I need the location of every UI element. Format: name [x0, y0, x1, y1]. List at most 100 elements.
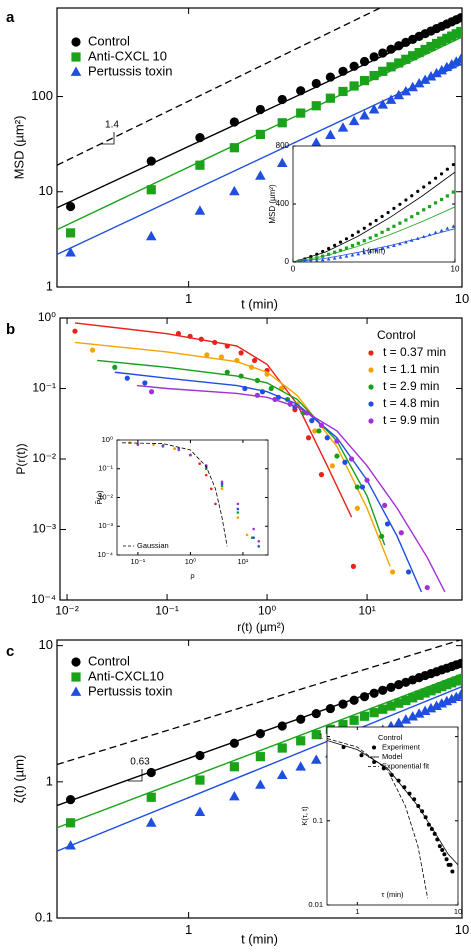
marker-triangle: [419, 74, 431, 84]
marker-circle: [72, 328, 78, 334]
marker-circle: [255, 104, 265, 115]
marker-square: [65, 818, 76, 828]
marker-circle: [65, 201, 76, 212]
marker-circle: [220, 482, 224, 486]
marker-square: [311, 101, 321, 111]
marker-circle: [220, 484, 224, 488]
marker-circle: [218, 354, 225, 360]
marker-circle: [327, 246, 331, 251]
marker-square: [229, 143, 239, 153]
slope-label: 0.63: [130, 757, 150, 768]
marker-circle: [379, 533, 385, 539]
marker-square: [426, 686, 436, 696]
marker-circle: [242, 385, 248, 392]
marker-square: [386, 701, 396, 711]
marker-triangle: [407, 711, 418, 721]
marker-circle: [318, 472, 325, 478]
marker-circle: [433, 176, 438, 180]
marker-circle: [364, 477, 370, 483]
x-tick-label: 1: [185, 922, 192, 937]
marker-circle: [252, 536, 255, 539]
marker-circle: [325, 703, 335, 714]
y-tick-label: 10⁻³: [98, 521, 113, 530]
legend-label: Control: [88, 653, 130, 668]
marker-triangle: [310, 754, 322, 764]
y-axis-label: K(τ, t): [300, 806, 309, 826]
marker-circle: [359, 484, 366, 490]
legend-marker: [70, 686, 82, 696]
marker-circle: [268, 385, 274, 392]
marker-triangle: [297, 259, 301, 262]
marker-square: [325, 93, 335, 103]
marker-triangle: [441, 61, 453, 72]
marker-circle: [338, 699, 348, 709]
marker-triangle: [377, 99, 389, 109]
marker-triangle: [309, 259, 313, 262]
marker-circle: [309, 255, 313, 259]
marker-circle: [398, 530, 404, 536]
marker-triangle: [368, 249, 373, 253]
marker-circle: [445, 167, 449, 171]
marker-square: [378, 704, 388, 714]
marker-circle: [440, 847, 445, 852]
y-tick-label: 0: [285, 257, 290, 266]
marker-square: [350, 244, 355, 248]
y-tick-label: 10⁻³: [32, 522, 56, 536]
marker-square: [431, 684, 442, 694]
marker-circle: [112, 364, 118, 370]
marker-square: [255, 752, 265, 762]
marker-circle: [254, 392, 260, 398]
marker-circle: [251, 357, 258, 364]
x-tick-label: 10⁰: [258, 604, 276, 618]
marker-circle: [255, 728, 265, 739]
marker-triangle: [350, 253, 355, 257]
marker-circle: [212, 339, 218, 346]
marker-triangle: [337, 122, 349, 132]
marker-circle: [392, 206, 396, 210]
marker-circle: [305, 435, 312, 441]
y-tick-label: 10⁰: [102, 435, 113, 444]
x-axis-label: t (min): [363, 247, 386, 256]
marker-square: [359, 75, 370, 86]
fit-line: [74, 341, 391, 567]
marker-square: [422, 208, 426, 212]
y-tick-label: 10⁻⁴: [97, 550, 113, 559]
marker-triangle: [194, 806, 206, 816]
marker-circle: [161, 445, 165, 448]
marker-circle: [187, 333, 193, 339]
x-tick-label: 10¹: [358, 604, 375, 618]
marker-square: [414, 690, 424, 700]
marker-square: [439, 197, 444, 202]
y-axis-label: ζ(t) (µm): [11, 755, 26, 804]
marker-circle: [214, 502, 217, 506]
x-tick-label: 0: [291, 265, 296, 274]
marker-triangle: [427, 232, 432, 237]
marker-circle: [272, 396, 278, 403]
marker-circle: [264, 371, 270, 377]
x-tick-label: 10⁻¹: [130, 557, 145, 566]
legend-label: Experiment: [382, 742, 421, 751]
legend-label: Anti-CXCL 10: [88, 48, 167, 63]
legend-title: Control: [377, 328, 416, 342]
marker-square: [431, 38, 442, 49]
marker-square: [410, 215, 414, 219]
x-tick-label: 10⁻¹: [155, 604, 179, 618]
marker-triangle: [65, 247, 76, 257]
marker-circle: [257, 539, 261, 543]
marker-circle: [175, 331, 182, 337]
marker-square: [408, 693, 418, 703]
marker-square: [437, 682, 447, 692]
marker-square: [315, 256, 319, 260]
legend-marker: [71, 37, 81, 47]
y-tick-label: 0.01: [308, 900, 323, 909]
marker-triangle: [359, 110, 370, 120]
legend-label: t = 4.8 min: [383, 396, 439, 410]
marker-circle: [195, 133, 205, 143]
marker-circle: [338, 66, 348, 76]
marker-square: [374, 233, 378, 237]
marker-triangle: [413, 708, 425, 718]
marker-circle: [311, 78, 321, 89]
marker-circle: [398, 202, 402, 206]
marker-square: [195, 160, 205, 170]
